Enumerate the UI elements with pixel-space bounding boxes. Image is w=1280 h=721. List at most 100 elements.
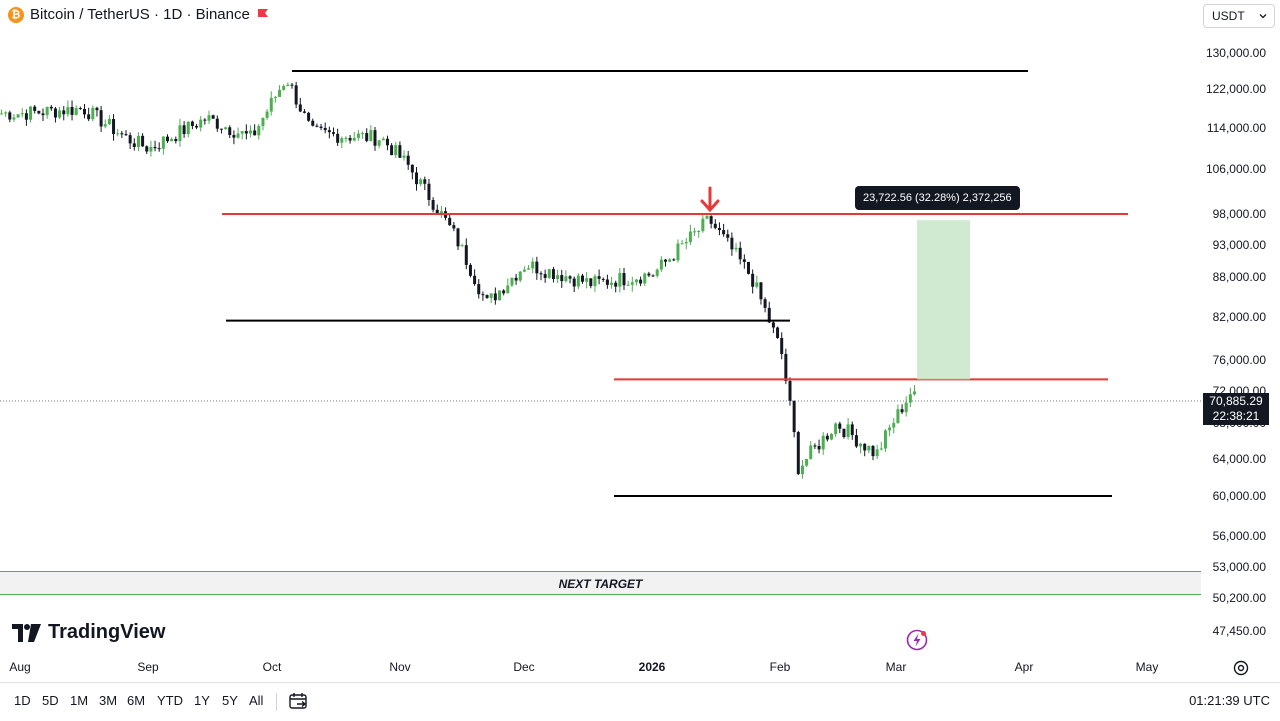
current-price: 70,885.29 (1209, 394, 1263, 408)
candle-down (464, 245, 468, 265)
candle-up (908, 394, 912, 403)
chevron-down-icon (1259, 14, 1267, 19)
candle-up (626, 284, 630, 286)
candle-down (174, 138, 178, 142)
candle-up (531, 261, 535, 269)
candle-up (734, 247, 738, 250)
candle-down (153, 147, 157, 149)
symbol-title[interactable]: ₿ Bitcoin / TetherUS · 1D · Binance (8, 6, 270, 23)
price-axis-label: 88,000.00 (1212, 270, 1266, 284)
candle-up (170, 138, 174, 142)
candle-up (265, 111, 269, 118)
candle-down (759, 282, 763, 300)
candle-down (742, 259, 746, 262)
candle-up (116, 133, 120, 135)
candle-down (709, 216, 713, 224)
candle-down (253, 130, 257, 136)
candle-down (190, 121, 194, 126)
price-chart[interactable] (0, 0, 1201, 660)
candle-down (651, 275, 655, 277)
candle-down (37, 110, 41, 114)
time-axis-label: Aug (9, 660, 31, 674)
range-button-5y[interactable]: 5Y (222, 693, 238, 708)
candle-up (20, 113, 24, 115)
candle-up (186, 121, 190, 135)
drawing-layer (0, 70, 1201, 497)
candle-up (261, 117, 265, 127)
candle-up (66, 106, 70, 115)
candle-up (4, 112, 8, 114)
candle-up (340, 138, 344, 143)
candle-down (747, 261, 750, 274)
candle-down (315, 125, 319, 127)
price-axis-label: 130,000.00 (1205, 46, 1266, 60)
target-zone (917, 220, 970, 380)
price-axis-label: 114,000.00 (1206, 121, 1266, 135)
candle-down (423, 179, 427, 184)
candle-down (581, 275, 584, 282)
range-button-1d[interactable]: 1D (14, 693, 31, 708)
candle-up (879, 448, 883, 450)
candle-up (161, 136, 165, 149)
candle-up (805, 458, 809, 466)
candle-down (825, 435, 829, 440)
candle-down (232, 135, 236, 138)
range-button-6m[interactable]: 6M (127, 693, 146, 708)
candle-up (74, 108, 78, 115)
candle-up (402, 155, 406, 158)
range-button-5d[interactable]: 5D (42, 693, 59, 708)
candle-down (481, 294, 485, 296)
tradingview-logo[interactable]: TradingView (12, 621, 165, 644)
candle-down (307, 112, 311, 121)
lightning-bolt-icon[interactable] (906, 629, 928, 651)
candle-down (302, 111, 306, 113)
utc-clock[interactable]: 01:21:39 UTC (1189, 693, 1270, 708)
candle-up (136, 135, 140, 147)
candle-down (323, 127, 327, 131)
range-button-all[interactable]: All (249, 693, 264, 708)
time-axis-label: Apr (1014, 660, 1034, 674)
candle-up (16, 114, 20, 118)
candle-down (672, 259, 676, 261)
candle-down (435, 209, 439, 214)
range-button-1y[interactable]: 1Y (194, 693, 210, 708)
candle-down (776, 327, 780, 339)
candle-up (278, 89, 282, 97)
time-axis-label: Feb (769, 660, 791, 674)
currency-select[interactable]: USDT (1203, 4, 1275, 28)
candle-down (390, 145, 394, 156)
candle-down (336, 133, 340, 143)
candle-up (377, 140, 381, 146)
symbol-text: Bitcoin / TetherUS · 1D · Binance (30, 6, 250, 23)
candle-down (182, 125, 186, 135)
candle-down (813, 445, 817, 447)
candle-down (713, 223, 717, 228)
bitcoin-logo-icon: ₿ (8, 6, 24, 23)
candle-up (688, 231, 692, 243)
candle-up (178, 125, 182, 142)
candle-down (614, 282, 618, 287)
candle-up (522, 269, 526, 272)
range-button-3m[interactable]: 3M (99, 693, 118, 708)
settings-gear-icon[interactable] (1232, 659, 1250, 677)
candle-down (83, 108, 86, 115)
candle-up (45, 106, 49, 116)
price-range-measure-label[interactable]: 23,722.56 (32.28%) 2,372,256 (855, 186, 1020, 210)
candle-up (506, 285, 510, 294)
candle-down (502, 290, 506, 294)
range-button-ytd[interactable]: YTD (157, 693, 183, 708)
candle-up (269, 97, 273, 112)
flag-icon[interactable] (256, 8, 270, 22)
candle-down (784, 353, 788, 381)
candle-up (630, 282, 634, 285)
candle-up (896, 409, 900, 424)
candle-down (792, 401, 796, 433)
candle-up (564, 276, 568, 282)
candle-up (576, 275, 580, 287)
candle-up (809, 445, 813, 459)
candle-up (419, 179, 423, 185)
calendar-icon[interactable] (288, 691, 308, 711)
range-button-1m[interactable]: 1M (70, 693, 89, 708)
candle-down (406, 155, 410, 165)
candle-up (236, 133, 240, 138)
